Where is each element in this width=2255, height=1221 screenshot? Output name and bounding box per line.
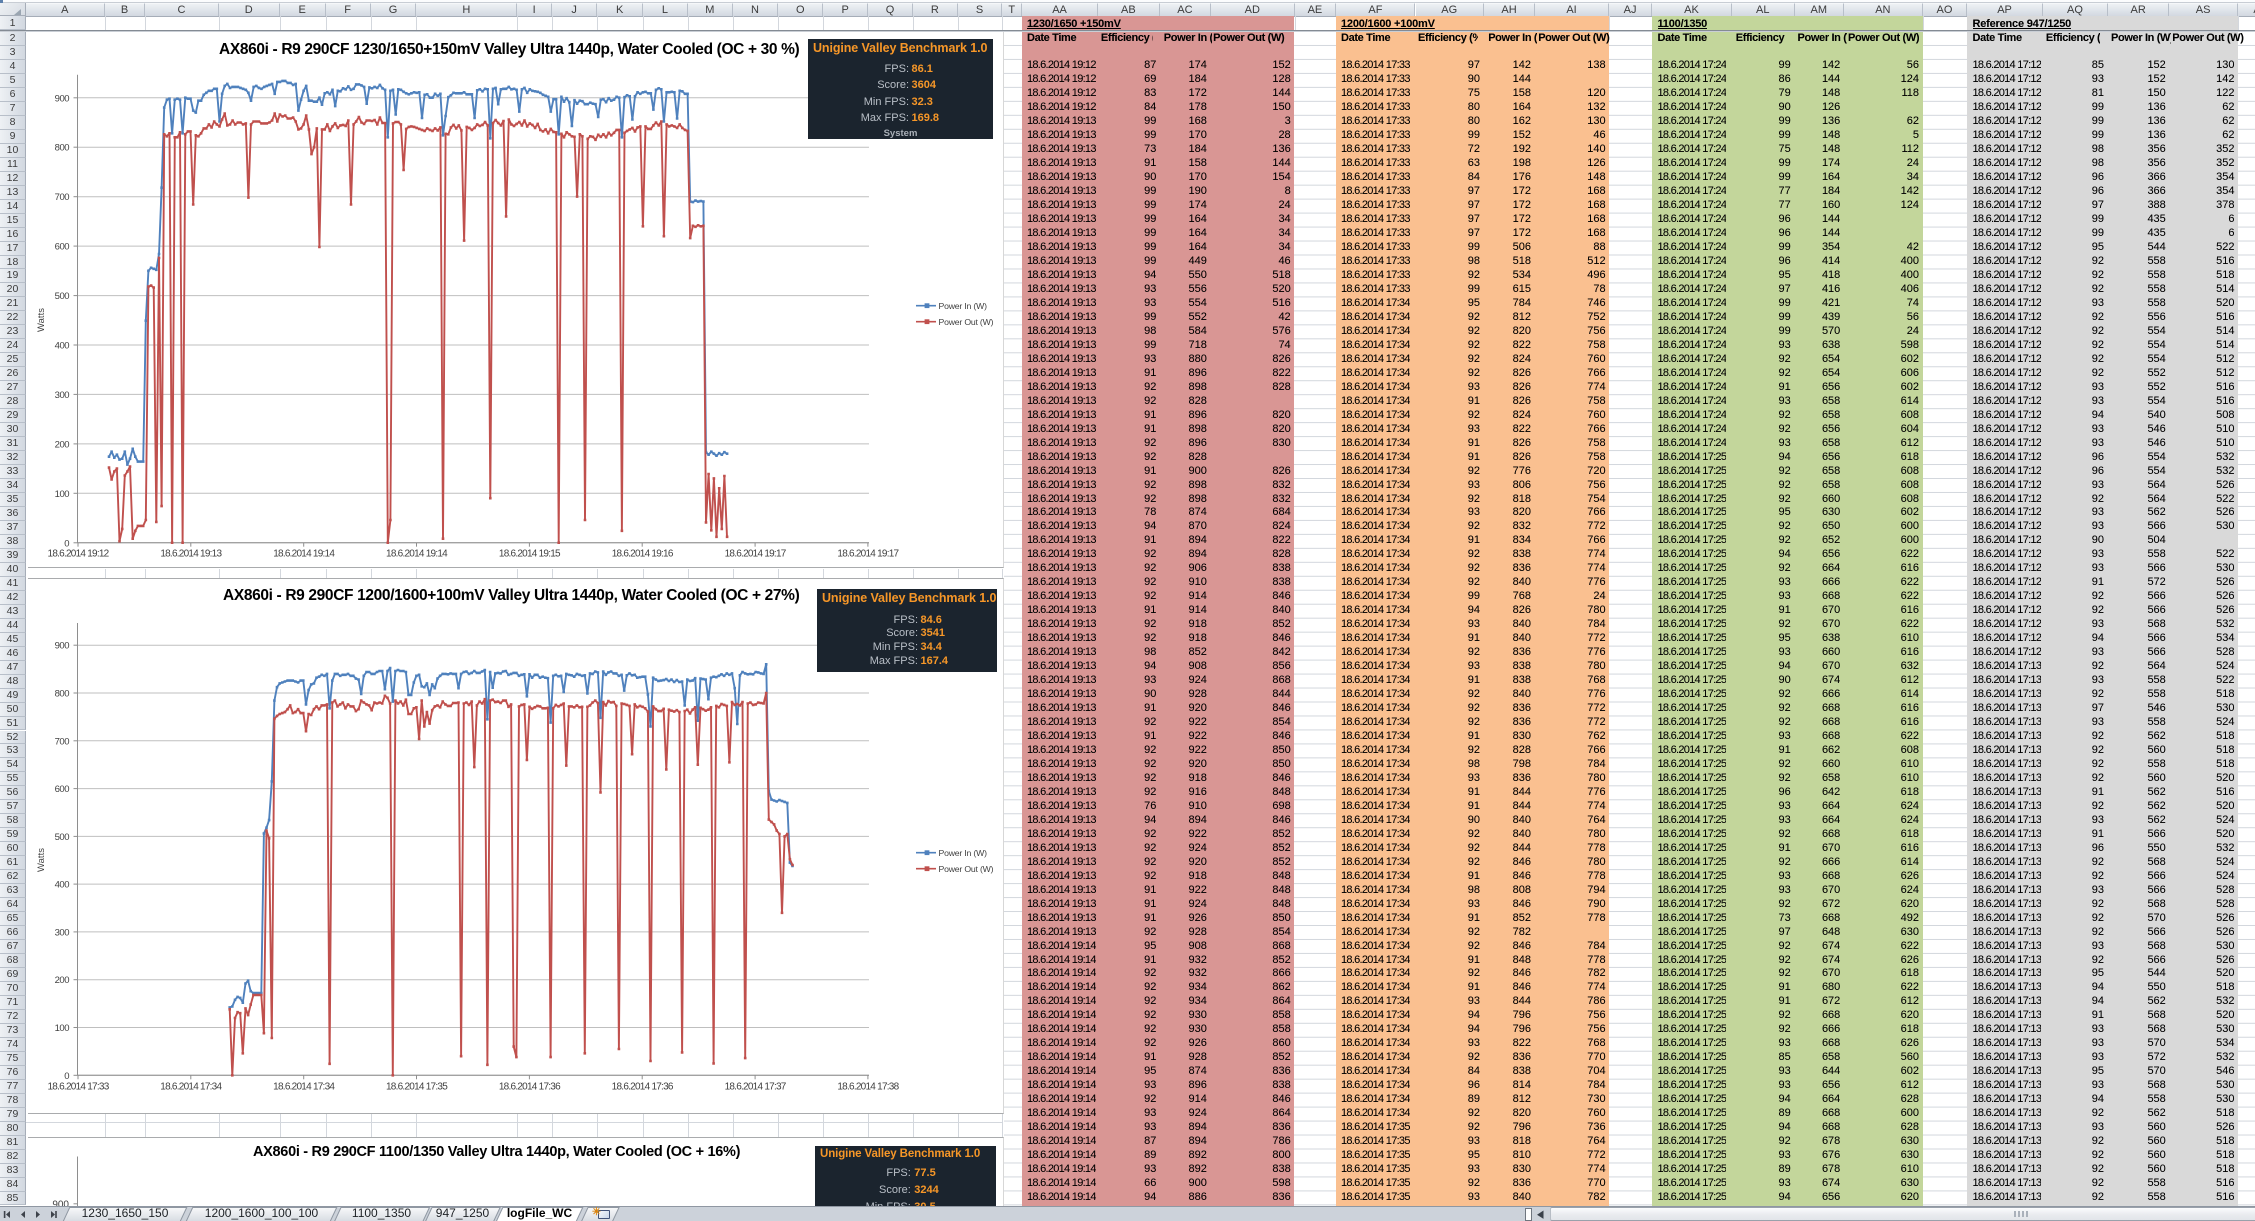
svg-text:800: 800 (55, 688, 70, 699)
svg-text:200: 200 (55, 975, 70, 986)
svg-text:400: 400 (55, 341, 70, 352)
svg-text:200: 200 (55, 440, 70, 451)
svg-text:500: 500 (55, 831, 70, 842)
svg-text:Power Out (W): Power Out (W) (939, 863, 994, 873)
svg-text:18.6.2014 17:35: 18.6.2014 17:35 (386, 1081, 448, 1092)
svg-text:18.6.2014 17:37: 18.6.2014 17:37 (725, 1081, 787, 1092)
svg-text:900: 900 (52, 1199, 69, 1206)
svg-text:Watts: Watts (36, 847, 47, 871)
svg-text:600: 600 (55, 784, 70, 795)
svg-text:300: 300 (55, 927, 70, 938)
svg-text:18.6.2014 17:36: 18.6.2014 17:36 (499, 1081, 561, 1092)
svg-text:Power In (W): Power In (W) (938, 301, 987, 311)
svg-text:800: 800 (55, 143, 70, 154)
svg-text:18.6.2014 19:14: 18.6.2014 19:14 (386, 549, 448, 560)
svg-text:600: 600 (55, 242, 70, 253)
svg-text:18.6.2014 19:16: 18.6.2014 19:16 (612, 549, 674, 560)
svg-text:18.6.2014 17:36: 18.6.2014 17:36 (612, 1081, 674, 1092)
svg-text:18.6.2014 19:17: 18.6.2014 19:17 (837, 549, 899, 560)
svg-text:Power Out (W): Power Out (W) (938, 317, 993, 327)
svg-text:900: 900 (55, 640, 70, 651)
svg-text:0: 0 (64, 1070, 69, 1081)
svg-text:500: 500 (55, 291, 70, 302)
svg-text:18.6.2014 19:12: 18.6.2014 19:12 (48, 549, 110, 560)
svg-text:18.6.2014 19:14: 18.6.2014 19:14 (273, 549, 335, 560)
svg-text:18.6.2014 17:33: 18.6.2014 17:33 (47, 1081, 109, 1092)
svg-text:700: 700 (55, 192, 70, 203)
svg-text:Power In (W): Power In (W) (939, 847, 988, 857)
svg-text:18.6.2014 19:13: 18.6.2014 19:13 (160, 549, 222, 560)
svg-text:300: 300 (55, 390, 70, 401)
svg-text:400: 400 (55, 879, 70, 890)
svg-text:18.6.2014 19:15: 18.6.2014 19:15 (499, 549, 561, 560)
svg-text:18.6.2014 19:17: 18.6.2014 19:17 (725, 549, 787, 560)
svg-text:700: 700 (55, 736, 70, 747)
svg-text:100: 100 (55, 489, 70, 500)
svg-text:18.6.2014 17:34: 18.6.2014 17:34 (160, 1081, 222, 1092)
svg-text:Watts: Watts (36, 308, 47, 332)
svg-text:900: 900 (55, 94, 70, 105)
svg-text:18.6.2014 17:38: 18.6.2014 17:38 (837, 1081, 899, 1092)
svg-text:100: 100 (55, 1023, 70, 1034)
svg-text:18.6.2014 17:34: 18.6.2014 17:34 (273, 1081, 335, 1092)
svg-text:0: 0 (64, 539, 69, 550)
